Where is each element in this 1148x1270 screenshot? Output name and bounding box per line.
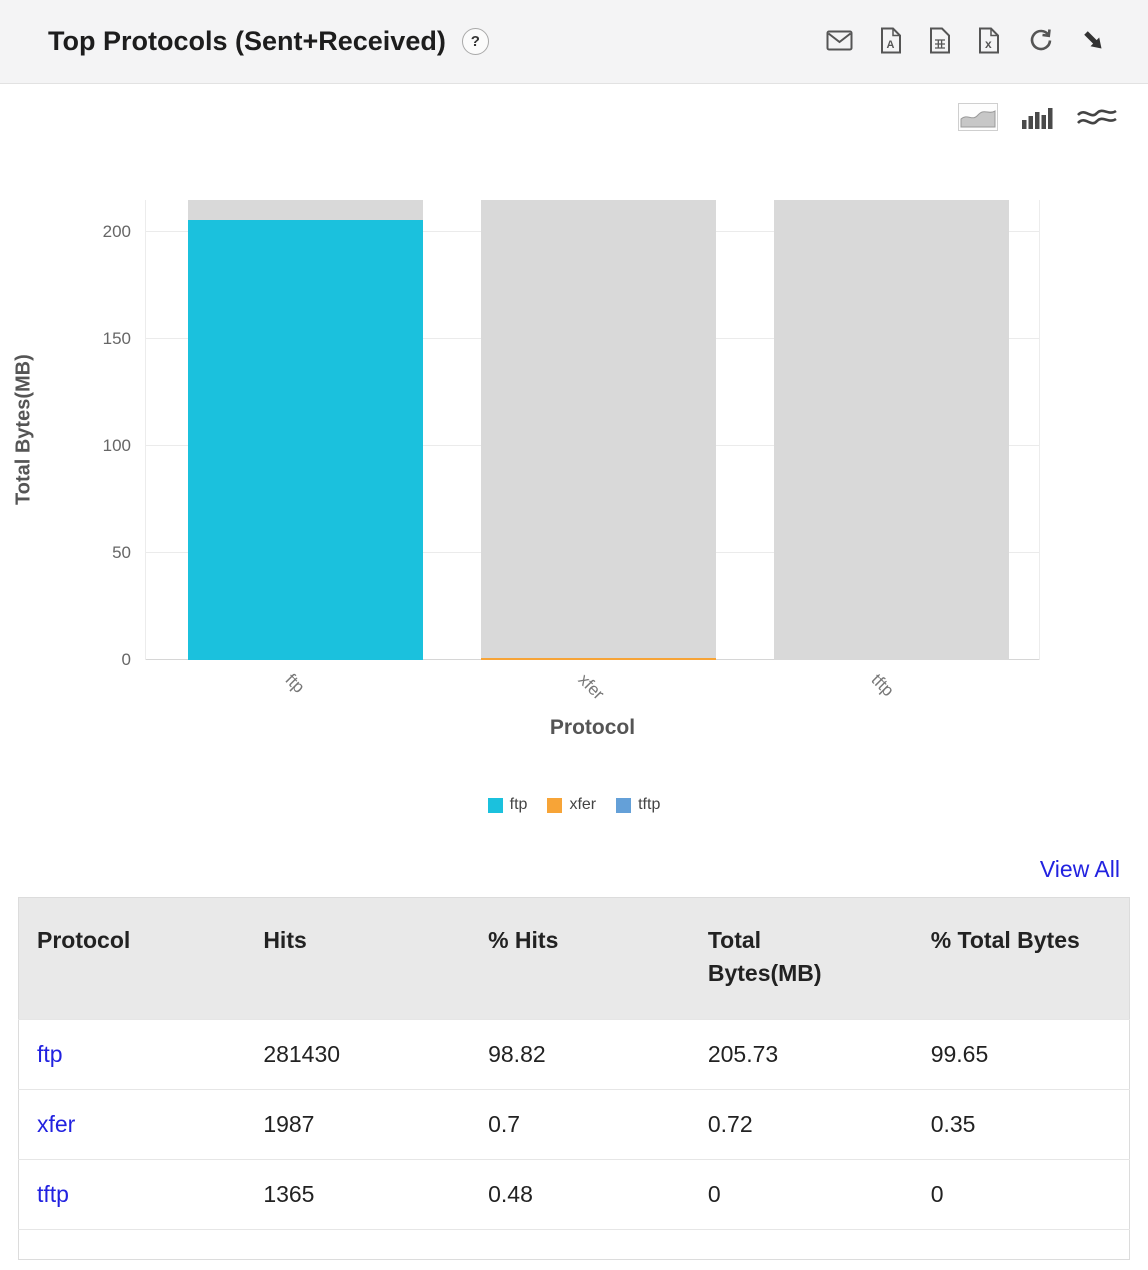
cell: 0 bbox=[689, 1158, 913, 1230]
cell-protocol: tftp bbox=[18, 1158, 246, 1230]
cell: 0.7 bbox=[470, 1088, 690, 1160]
plot-area bbox=[145, 200, 1040, 660]
collapse-button[interactable] bbox=[1081, 28, 1106, 56]
cell: 281430 bbox=[245, 1018, 471, 1090]
legend-swatch-tftp bbox=[616, 797, 632, 813]
csv-icon bbox=[929, 27, 951, 57]
collapse-icon bbox=[1081, 28, 1106, 56]
protocols-table: Protocol Hits % Hits Total Bytes(MB) % Total… bbox=[18, 897, 1130, 1260]
cell-empty bbox=[912, 1228, 1130, 1260]
pdf-icon: A bbox=[880, 27, 902, 57]
bar-segment-xfer[interactable] bbox=[481, 658, 716, 660]
excel-icon: x bbox=[978, 27, 1000, 57]
cell: 99.65 bbox=[912, 1018, 1130, 1090]
stream-chart-button[interactable] bbox=[1076, 103, 1118, 133]
legend-item-ftp[interactable]: ftp bbox=[487, 796, 528, 814]
legend-label: xfer bbox=[569, 796, 597, 813]
cell: 0.48 bbox=[470, 1158, 690, 1230]
x-tick-label-tftp: tftp bbox=[867, 670, 898, 701]
y-axis-ticks: 0 50 100 150 200 bbox=[48, 200, 145, 669]
cell: 0 bbox=[912, 1158, 1130, 1230]
excel-button[interactable]: x bbox=[978, 27, 1000, 57]
protocol-link-xfer[interactable]: xfer bbox=[37, 1110, 76, 1137]
y-tick-label: 200 bbox=[102, 222, 131, 242]
view-all-link[interactable]: View All bbox=[1039, 856, 1120, 882]
legend-label: ftp bbox=[509, 796, 528, 813]
cell: 98.82 bbox=[470, 1018, 690, 1090]
cell-empty bbox=[18, 1228, 246, 1260]
table-header-total-bytes: % Total Bytes bbox=[930, 927, 1080, 953]
y-tick-label: 50 bbox=[112, 543, 131, 563]
refresh-button[interactable] bbox=[1027, 27, 1054, 57]
refresh-icon bbox=[1027, 27, 1054, 57]
bar-ftp[interactable] bbox=[188, 200, 423, 660]
bar-chart-button[interactable] bbox=[1020, 103, 1054, 134]
table-header-total-bytes-mb: Total Bytes(MB) bbox=[707, 927, 822, 987]
title-wrap: Top Protocols (Sent+Received) ? bbox=[48, 26, 489, 57]
cell-protocol: ftp bbox=[18, 1018, 246, 1090]
svg-text:x: x bbox=[985, 37, 992, 51]
bar-tftp[interactable] bbox=[774, 200, 1009, 660]
y-tick-label: 0 bbox=[121, 650, 131, 669]
cell: 1365 bbox=[245, 1158, 471, 1230]
protocol-link-tftp[interactable]: tftp bbox=[37, 1180, 69, 1207]
email-icon bbox=[826, 30, 853, 54]
stream-chart-icon bbox=[1076, 103, 1118, 133]
y-tick-label: 100 bbox=[102, 436, 131, 456]
email-button[interactable] bbox=[826, 30, 853, 54]
legend-swatch-ftp bbox=[487, 797, 503, 813]
cell: 205.73 bbox=[689, 1018, 913, 1090]
table-header-row: Protocol Hits % Hits Total Bytes(MB) % Total… bbox=[18, 897, 1130, 1020]
area-chart-icon bbox=[958, 102, 998, 134]
bar-xfer[interactable] bbox=[481, 200, 716, 660]
pdf-button[interactable]: A bbox=[880, 27, 902, 57]
cell-empty bbox=[689, 1228, 913, 1260]
bar-chart-icon bbox=[1020, 103, 1054, 134]
cell-protocol: xfer bbox=[18, 1088, 246, 1160]
legend-label: tftp bbox=[638, 796, 661, 813]
help-icon[interactable]: ? bbox=[461, 28, 489, 55]
x-tick-label-xfer: xfer bbox=[574, 670, 609, 704]
table-header-hits: Hits bbox=[263, 927, 307, 953]
x-tick-label-ftp: ftp bbox=[281, 670, 309, 697]
table-row: ftp 281430 98.82 205.73 99.65 bbox=[18, 1018, 1130, 1090]
view-all-row: View All bbox=[0, 856, 1148, 883]
cell-empty bbox=[470, 1228, 690, 1260]
y-tick-label: 150 bbox=[102, 329, 131, 349]
cell-empty bbox=[245, 1228, 471, 1260]
page-title: Top Protocols (Sent+Received) bbox=[48, 26, 446, 56]
table-header-hits: % Hits bbox=[488, 927, 559, 953]
table-row: tftp 1365 0.48 0 0 bbox=[18, 1158, 1130, 1230]
svg-text:A: A bbox=[887, 39, 895, 51]
chart-legend: ftp xfer tftp bbox=[0, 796, 1148, 814]
legend-swatch-xfer bbox=[547, 797, 563, 813]
x-axis-label: Protocol bbox=[549, 716, 636, 739]
table-row: xfer 1987 0.7 0.72 0.35 bbox=[18, 1088, 1130, 1160]
cell: 0.35 bbox=[912, 1088, 1130, 1160]
table-header-protocol: Protocol bbox=[37, 927, 131, 953]
legend-item-tftp[interactable]: tftp bbox=[616, 796, 660, 814]
protocols-bar-chart: Total Bytes(MB) 0 50 100 150 200 ftp xfer tftp… bbox=[0, 200, 1148, 814]
area-chart-button[interactable] bbox=[958, 102, 998, 134]
cell: 1987 bbox=[245, 1088, 471, 1160]
csv-button[interactable] bbox=[929, 27, 951, 57]
plot-row: Total Bytes(MB) 0 50 100 150 200 bbox=[0, 200, 1148, 669]
x-axis-ticks: ftp xfer tftp bbox=[145, 660, 1040, 716]
cell: 0.72 bbox=[689, 1088, 913, 1160]
chart-type-toolbar bbox=[0, 102, 1118, 134]
legend-item-xfer[interactable]: xfer bbox=[547, 796, 596, 814]
table-row-partial bbox=[18, 1228, 1130, 1260]
protocol-link-ftp[interactable]: ftp bbox=[37, 1040, 63, 1067]
bar-segment-ftp[interactable] bbox=[188, 219, 423, 660]
y-axis-label: Total Bytes(MB) bbox=[12, 354, 35, 506]
